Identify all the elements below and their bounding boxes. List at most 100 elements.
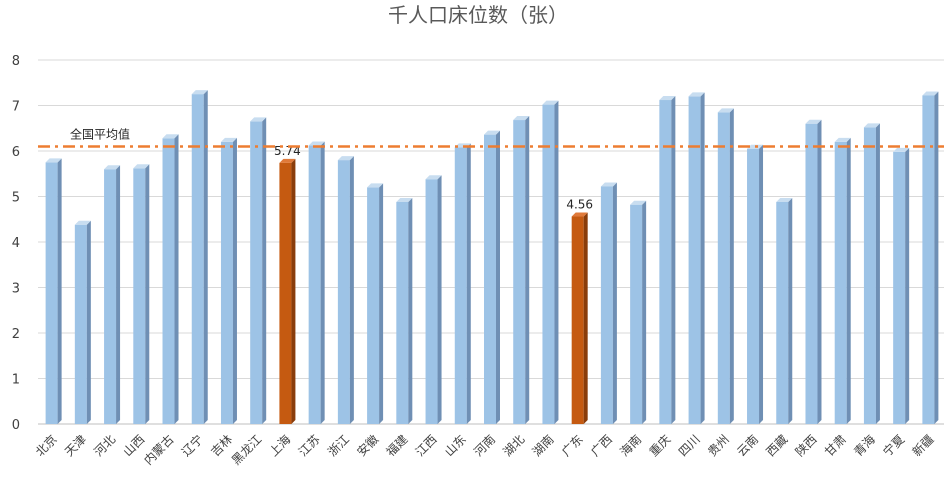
bar-front xyxy=(863,127,876,424)
y-tick-label: 6 xyxy=(12,145,20,160)
bar-side xyxy=(759,144,764,424)
bar-front xyxy=(191,94,204,424)
bar-河南 xyxy=(484,130,500,424)
bar-江西 xyxy=(425,175,442,424)
bar-front xyxy=(337,160,350,424)
bar-top xyxy=(74,220,91,225)
bar-湖南 xyxy=(542,100,559,424)
bar-side xyxy=(817,119,822,424)
bar-side xyxy=(291,158,296,424)
x-tick-label: 安徽 xyxy=(354,432,382,460)
bar-西藏 xyxy=(776,197,793,424)
x-tick-label: 上海 xyxy=(266,432,294,460)
bar-side xyxy=(174,134,179,424)
bar-青海 xyxy=(863,123,880,424)
bar-北京 xyxy=(45,158,62,424)
bar-front xyxy=(776,201,789,424)
x-tick-label: 福建 xyxy=(383,432,411,460)
bar-front xyxy=(250,121,263,425)
bar-front xyxy=(834,141,847,424)
bar-side xyxy=(875,123,880,424)
bar-front xyxy=(308,145,321,425)
bar-top xyxy=(484,130,500,135)
bar-top xyxy=(191,90,208,95)
bar-side xyxy=(583,212,588,424)
bar-side xyxy=(671,96,676,424)
bar-top xyxy=(45,158,62,163)
bar-top xyxy=(834,137,851,142)
bar-front xyxy=(630,204,643,424)
bar-广西 xyxy=(600,182,617,424)
bar-新疆 xyxy=(922,91,939,425)
data-label: 4.56 xyxy=(566,198,593,212)
bar-front xyxy=(74,224,87,424)
x-tick-label: 重庆 xyxy=(647,432,674,459)
x-tick-label: 四川 xyxy=(676,432,703,459)
bar-吉林 xyxy=(220,137,237,424)
bar-front xyxy=(220,141,233,424)
chart-title: 千人口床位数（张） xyxy=(388,3,568,27)
x-tick-label: 湖北 xyxy=(500,432,528,460)
bar-side xyxy=(349,156,354,424)
bar-side xyxy=(905,147,910,424)
bar-贵州 xyxy=(717,108,734,424)
bar-top xyxy=(659,96,676,101)
bar-top xyxy=(396,197,413,202)
bar-side xyxy=(262,117,267,425)
y-tick-label: 1 xyxy=(12,373,20,388)
bar-福建 xyxy=(396,197,413,424)
bar-side xyxy=(934,91,939,425)
reference-line-group: 全国平均值 xyxy=(38,126,944,148)
bar-top xyxy=(863,123,880,128)
x-tick-label: 甘肃 xyxy=(822,432,849,459)
bar-宁夏 xyxy=(893,147,910,424)
bar-top xyxy=(279,158,296,163)
bar-top xyxy=(104,165,121,170)
x-tick-label: 江苏 xyxy=(296,432,323,459)
x-tick-label: 广西 xyxy=(588,432,615,459)
bar-天津 xyxy=(74,220,91,424)
bar-front xyxy=(542,104,555,424)
bar-黑龙江 xyxy=(250,117,267,425)
bar-top xyxy=(893,147,910,152)
bar-top xyxy=(571,212,588,217)
x-tick-label: 辽宁 xyxy=(178,432,206,460)
bar-front xyxy=(513,120,526,424)
bar-top xyxy=(717,108,734,113)
bar-side xyxy=(86,220,91,424)
bar-front xyxy=(571,216,584,424)
bar-front xyxy=(747,148,760,424)
x-tick-label: 湖南 xyxy=(529,432,557,460)
bar-front xyxy=(45,162,58,424)
bar-front xyxy=(133,168,146,424)
bar-side xyxy=(437,175,442,424)
x-tick-label: 河南 xyxy=(471,432,499,460)
bar-side xyxy=(116,165,121,424)
x-tick-label: 北京 xyxy=(33,432,60,459)
bar-side xyxy=(700,92,705,425)
y-tick-label: 4 xyxy=(12,236,20,251)
bar-海南 xyxy=(630,200,647,424)
x-tick-label: 山东 xyxy=(442,432,469,459)
bar-内蒙古 xyxy=(162,134,179,424)
bar-top xyxy=(162,134,179,139)
x-tick-label: 天津 xyxy=(62,432,89,459)
bar-front xyxy=(688,96,701,425)
bar-side xyxy=(496,130,500,424)
bar-front xyxy=(454,147,467,425)
bar-front xyxy=(104,169,117,424)
x-tick-label: 新疆 xyxy=(909,432,937,460)
bar-front xyxy=(279,162,292,424)
bar-top xyxy=(776,197,793,202)
y-tick-label: 2 xyxy=(12,327,20,342)
bar-安徽 xyxy=(367,183,384,424)
x-tick-label: 内蒙古 xyxy=(141,432,177,468)
bar-front xyxy=(425,179,438,424)
bar-front xyxy=(717,112,730,424)
bar-side xyxy=(554,100,559,424)
bar-浙江 xyxy=(337,156,354,424)
bar-side xyxy=(320,141,325,425)
x-tick-label: 海南 xyxy=(617,432,645,460)
bar-front xyxy=(367,187,380,424)
